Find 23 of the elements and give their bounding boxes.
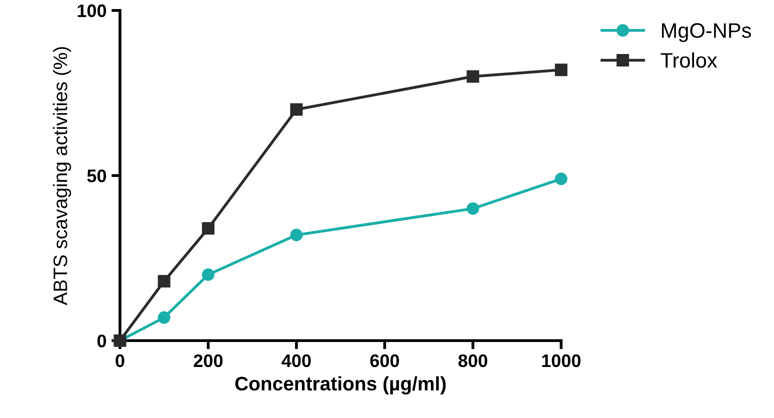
legend-label: MgO-NPs xyxy=(662,23,751,42)
x-axis-title: Concentrations (µg/ml) xyxy=(235,376,446,394)
point xyxy=(290,103,303,116)
point xyxy=(466,202,480,215)
point xyxy=(290,228,303,242)
x-tick-label: 1000 xyxy=(542,354,580,368)
point xyxy=(202,268,214,281)
y-tick-label: 50 xyxy=(87,169,106,182)
legend-label: Trolox xyxy=(660,52,718,68)
x-tick-label: 600 xyxy=(370,354,399,368)
point xyxy=(202,222,214,235)
point xyxy=(466,70,480,83)
x-tick-label: 200 xyxy=(194,354,223,368)
x-tick-label: 800 xyxy=(458,354,488,368)
y-axis-title: ABTS scavaging activities (%) xyxy=(52,47,72,306)
point xyxy=(158,274,170,288)
y-tick-label: 100 xyxy=(78,4,106,18)
point xyxy=(554,172,568,186)
x-tick-label: 400 xyxy=(282,354,311,368)
y-tick-label: 0 xyxy=(97,334,106,348)
point xyxy=(554,64,568,76)
point xyxy=(158,311,170,324)
x-tick-label: 0 xyxy=(116,354,124,368)
